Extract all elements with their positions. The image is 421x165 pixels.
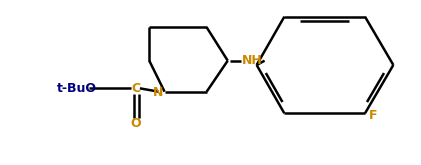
Text: N: N xyxy=(152,86,163,99)
Text: C: C xyxy=(131,82,141,95)
Text: t-BuO: t-BuO xyxy=(57,82,97,95)
Text: F: F xyxy=(369,109,377,122)
Text: NH: NH xyxy=(242,54,263,67)
Text: O: O xyxy=(131,117,141,130)
